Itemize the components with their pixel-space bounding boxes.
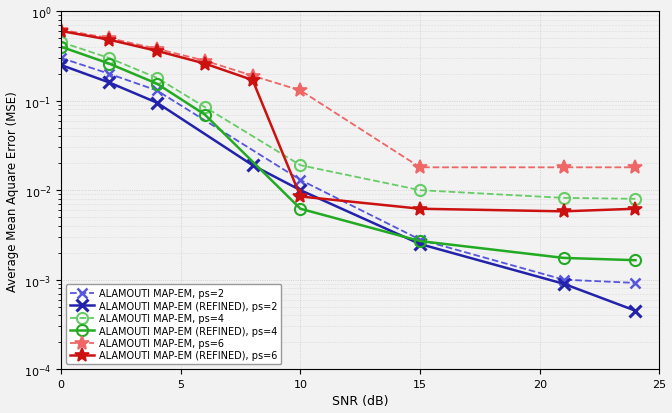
ALAMOUTI MAP-EM (REFINED), ps=4 — [560, 256, 568, 261]
ALAMOUTI MAP-EM (REFINED), ps=6 — [105, 38, 113, 43]
Line: ALAMOUTI MAP-EM (REFINED), ps=4: ALAMOUTI MAP-EM (REFINED), ps=4 — [56, 42, 641, 266]
ALAMOUTI MAP-EM, ps=2 — [560, 278, 568, 282]
ALAMOUTI MAP-EM (REFINED), ps=4 — [153, 82, 161, 87]
ALAMOUTI MAP-EM (REFINED), ps=6 — [249, 78, 257, 83]
ALAMOUTI MAP-EM, ps=4 — [296, 163, 304, 168]
ALAMOUTI MAP-EM (REFINED), ps=4 — [416, 239, 424, 244]
Line: ALAMOUTI MAP-EM, ps=2: ALAMOUTI MAP-EM, ps=2 — [56, 54, 640, 288]
ALAMOUTI MAP-EM (REFINED), ps=6 — [201, 62, 209, 67]
ALAMOUTI MAP-EM (REFINED), ps=4 — [105, 62, 113, 67]
Y-axis label: Average Mean Aquare Error (MSE): Average Mean Aquare Error (MSE) — [5, 90, 19, 291]
ALAMOUTI MAP-EM (REFINED), ps=2 — [560, 282, 568, 287]
ALAMOUTI MAP-EM (REFINED), ps=6 — [632, 207, 640, 212]
X-axis label: SNR (dB): SNR (dB) — [332, 394, 388, 408]
ALAMOUTI MAP-EM, ps=6 — [153, 47, 161, 52]
ALAMOUTI MAP-EM, ps=4 — [632, 197, 640, 202]
ALAMOUTI MAP-EM (REFINED), ps=6 — [57, 29, 65, 34]
ALAMOUTI MAP-EM, ps=2 — [153, 89, 161, 94]
ALAMOUTI MAP-EM, ps=2 — [416, 237, 424, 242]
ALAMOUTI MAP-EM (REFINED), ps=6 — [416, 207, 424, 212]
ALAMOUTI MAP-EM, ps=4 — [560, 196, 568, 201]
Line: ALAMOUTI MAP-EM, ps=4: ALAMOUTI MAP-EM, ps=4 — [56, 38, 641, 205]
ALAMOUTI MAP-EM (REFINED), ps=2 — [249, 163, 257, 168]
ALAMOUTI MAP-EM (REFINED), ps=4 — [201, 113, 209, 118]
ALAMOUTI MAP-EM (REFINED), ps=4 — [296, 207, 304, 212]
ALAMOUTI MAP-EM (REFINED), ps=2 — [105, 81, 113, 85]
ALAMOUTI MAP-EM, ps=6 — [249, 74, 257, 79]
ALAMOUTI MAP-EM, ps=6 — [416, 166, 424, 171]
Line: ALAMOUTI MAP-EM (REFINED), ps=6: ALAMOUTI MAP-EM (REFINED), ps=6 — [54, 25, 642, 219]
Line: ALAMOUTI MAP-EM (REFINED), ps=2: ALAMOUTI MAP-EM (REFINED), ps=2 — [56, 60, 641, 316]
ALAMOUTI MAP-EM, ps=4 — [105, 56, 113, 61]
ALAMOUTI MAP-EM (REFINED), ps=2 — [153, 101, 161, 106]
ALAMOUTI MAP-EM, ps=2 — [57, 56, 65, 61]
ALAMOUTI MAP-EM, ps=4 — [153, 76, 161, 81]
ALAMOUTI MAP-EM, ps=2 — [296, 178, 304, 183]
ALAMOUTI MAP-EM (REFINED), ps=6 — [560, 209, 568, 214]
ALAMOUTI MAP-EM (REFINED), ps=6 — [296, 195, 304, 199]
ALAMOUTI MAP-EM, ps=6 — [632, 166, 640, 171]
ALAMOUTI MAP-EM, ps=4 — [201, 105, 209, 110]
ALAMOUTI MAP-EM (REFINED), ps=2 — [57, 64, 65, 69]
ALAMOUTI MAP-EM, ps=4 — [416, 188, 424, 193]
ALAMOUTI MAP-EM (REFINED), ps=2 — [296, 188, 304, 193]
ALAMOUTI MAP-EM, ps=6 — [201, 59, 209, 64]
Legend: ALAMOUTI MAP-EM, ps=2, ALAMOUTI MAP-EM (REFINED), ps=2, ALAMOUTI MAP-EM, ps=4, A: ALAMOUTI MAP-EM, ps=2, ALAMOUTI MAP-EM (… — [66, 285, 282, 364]
ALAMOUTI MAP-EM (REFINED), ps=4 — [632, 258, 640, 263]
ALAMOUTI MAP-EM, ps=4 — [57, 40, 65, 45]
ALAMOUTI MAP-EM (REFINED), ps=2 — [416, 242, 424, 247]
ALAMOUTI MAP-EM (REFINED), ps=4 — [57, 45, 65, 50]
ALAMOUTI MAP-EM, ps=6 — [105, 36, 113, 41]
ALAMOUTI MAP-EM, ps=2 — [105, 72, 113, 77]
ALAMOUTI MAP-EM, ps=6 — [57, 28, 65, 33]
ALAMOUTI MAP-EM (REFINED), ps=2 — [632, 309, 640, 313]
Line: ALAMOUTI MAP-EM, ps=6: ALAMOUTI MAP-EM, ps=6 — [54, 24, 642, 175]
ALAMOUTI MAP-EM, ps=2 — [632, 281, 640, 286]
ALAMOUTI MAP-EM, ps=6 — [560, 166, 568, 171]
ALAMOUTI MAP-EM (REFINED), ps=6 — [153, 49, 161, 54]
ALAMOUTI MAP-EM, ps=6 — [296, 89, 304, 94]
